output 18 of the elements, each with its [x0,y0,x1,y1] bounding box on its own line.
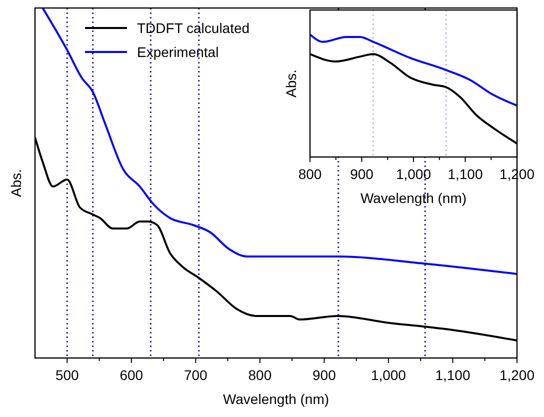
x-tick-label: 600 [120,367,144,383]
x-tick-label: 800 [298,166,322,182]
legend-label: TDDFT calculated [137,20,250,36]
x-tick-label: 1,100 [448,166,483,182]
legend-label: Experimental [137,44,219,60]
x-tick-label: 1,200 [499,367,535,383]
x-tick-label: 1,000 [370,367,406,383]
x-tick-label: 700 [184,367,208,383]
x-axis-title: Wavelength (nm) [222,391,330,407]
x-tick-label: 900 [350,166,374,182]
x-axis-title: Wavelength (nm) [360,190,467,206]
y-axis-title: Abs. [8,168,24,198]
x-tick-label: 1,000 [396,166,432,182]
x-tick-label: 900 [312,367,336,383]
x-tick-label: 800 [248,367,272,383]
x-tick-label: 500 [55,367,80,383]
x-tick-label: 1,100 [435,367,470,383]
y-axis-title: Abs. [283,69,299,98]
